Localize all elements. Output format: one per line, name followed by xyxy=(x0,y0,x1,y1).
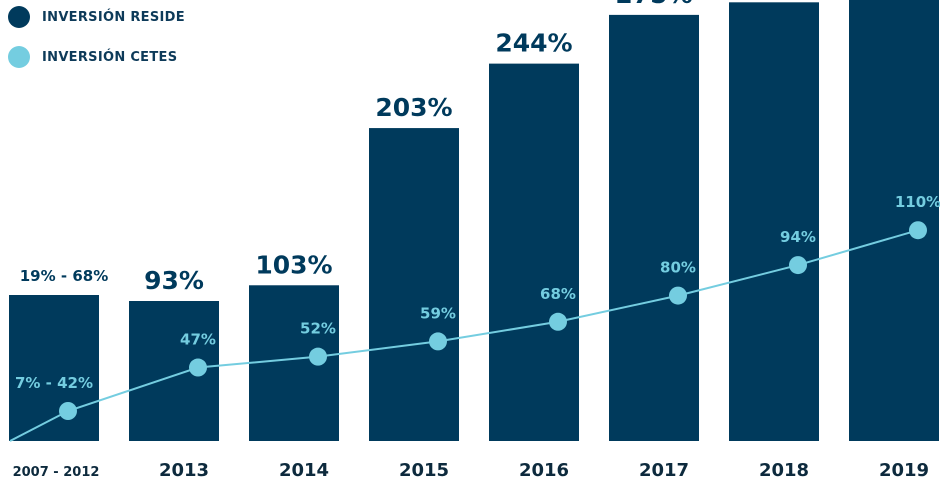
bar-reside-4 xyxy=(489,63,579,441)
point-label-cetes-0: 7% - 42% xyxy=(15,374,93,392)
bar-reside-2 xyxy=(249,285,339,441)
point-label-cetes-4: 68% xyxy=(540,285,576,303)
legend-item-reside: INVERSIÓN RESIDE xyxy=(8,6,185,28)
bar-reside-6 xyxy=(729,2,819,441)
bar-labels-group: 19% - 68%93%103%203%244%275%283%322% xyxy=(20,0,693,295)
point-label-cetes-3: 59% xyxy=(420,304,456,322)
bars-group xyxy=(9,0,939,442)
point-cetes-7 xyxy=(909,221,927,240)
point-label-cetes-1: 47% xyxy=(180,331,216,349)
x-tick-label-5: 2017 xyxy=(639,460,689,481)
legend-dot-reside xyxy=(8,6,30,28)
legend-item-cetes: INVERSIÓN CETES xyxy=(8,46,185,68)
x-tick-label-4: 2016 xyxy=(519,460,569,481)
x-tick-label-0: 2007 - 2012 xyxy=(13,465,100,480)
point-cetes-0 xyxy=(59,402,77,420)
line-group: 7% - 42% 47% 52% 59% 68% 80% 94% 110% xyxy=(9,193,940,442)
point-label-cetes-5: 80% xyxy=(660,259,696,277)
point-cetes-1 xyxy=(189,358,207,377)
legend-label-reside: INVERSIÓN RESIDE xyxy=(42,9,185,25)
point-cetes-2 xyxy=(309,347,327,366)
bar-reside-0 xyxy=(9,295,99,441)
point-label-cetes-7: 110% xyxy=(895,193,940,211)
legend-label-cetes: INVERSIÓN CETES xyxy=(42,49,178,65)
bar-label-reside-3: 203% xyxy=(375,93,452,122)
bar-label-reside-1: 93% xyxy=(144,266,204,295)
legend-dot-cetes xyxy=(8,46,30,68)
bar-label-reside-5: 275% xyxy=(615,0,692,9)
point-label-cetes-2: 52% xyxy=(300,320,336,338)
legend: INVERSIÓN RESIDE INVERSIÓN CETES xyxy=(8,6,185,86)
bar-reside-3 xyxy=(369,128,459,442)
bar-label-reside-0: 19% - 68% xyxy=(20,267,108,285)
bar-label-reside-2: 103% xyxy=(255,250,332,279)
point-label-cetes-6: 94% xyxy=(780,228,816,246)
bar-label-reside-4: 244% xyxy=(495,29,572,58)
x-tick-label-2: 2014 xyxy=(279,460,329,481)
x-axis-ticks: 2007 - 2012 2013 2014 2015 2016 2017 2018 2019 xyxy=(13,460,929,481)
x-tick-label-7: 2019 xyxy=(879,460,929,481)
point-cetes-5 xyxy=(669,286,687,305)
x-tick-label-3: 2015 xyxy=(399,460,449,481)
point-cetes-3 xyxy=(429,332,447,351)
point-cetes-4 xyxy=(549,312,567,331)
point-cetes-6 xyxy=(789,256,807,275)
x-tick-label-1: 2013 xyxy=(159,460,209,481)
bar-reside-7 xyxy=(849,0,939,441)
x-tick-label-6: 2018 xyxy=(759,460,809,481)
bar-reside-5 xyxy=(609,14,699,441)
